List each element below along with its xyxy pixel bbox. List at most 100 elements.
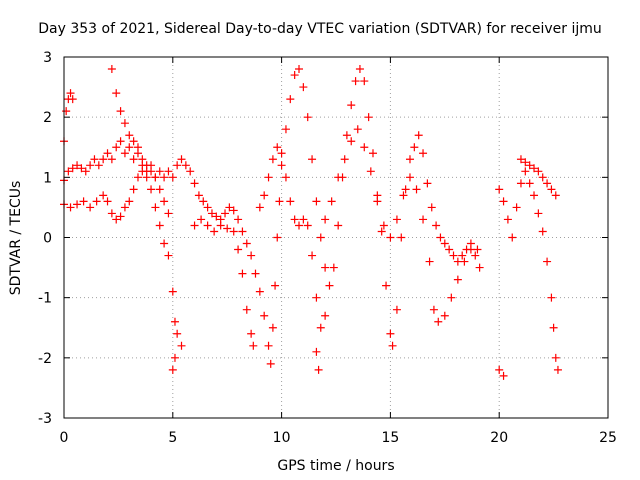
data-point xyxy=(423,179,432,188)
data-point xyxy=(120,203,129,212)
data-point xyxy=(460,257,469,266)
data-point xyxy=(190,221,199,230)
data-point xyxy=(168,365,177,374)
data-point xyxy=(203,203,212,212)
chart-title: Day 353 of 2021, Sidereal Day-to-day VTE… xyxy=(38,21,602,37)
data-point xyxy=(388,341,397,350)
data-point xyxy=(447,293,456,302)
data-point xyxy=(534,209,543,218)
data-point xyxy=(68,164,77,173)
data-point xyxy=(221,209,230,218)
data-point xyxy=(281,125,290,134)
data-point xyxy=(86,203,95,212)
data-point xyxy=(173,161,182,170)
data-point xyxy=(353,125,362,134)
data-point xyxy=(316,233,325,242)
data-point xyxy=(66,89,75,98)
data-point xyxy=(549,323,558,332)
data-point xyxy=(73,200,82,209)
data-point xyxy=(168,287,177,296)
y-tick-label: 3 xyxy=(43,50,52,66)
data-point xyxy=(512,203,521,212)
data-point xyxy=(247,329,256,338)
data-point xyxy=(308,155,317,164)
data-point xyxy=(286,197,295,206)
data-point xyxy=(138,155,147,164)
data-point xyxy=(225,203,234,212)
data-point xyxy=(129,185,138,194)
data-point xyxy=(264,173,273,182)
data-point xyxy=(271,281,280,290)
data-point xyxy=(277,149,286,158)
data-point xyxy=(112,143,121,152)
data-point xyxy=(64,167,73,176)
data-point xyxy=(445,245,454,254)
data-point xyxy=(160,197,169,206)
data-point xyxy=(340,155,349,164)
data-point xyxy=(234,215,243,224)
data-point xyxy=(247,251,256,260)
data-point xyxy=(168,173,177,182)
data-point xyxy=(90,155,99,164)
data-point xyxy=(73,161,82,170)
data-point xyxy=(133,173,142,182)
data-points xyxy=(60,65,562,380)
data-point xyxy=(382,281,391,290)
data-point xyxy=(264,341,273,350)
data-point xyxy=(255,287,264,296)
data-point xyxy=(419,215,428,224)
data-point xyxy=(112,89,121,98)
data-point xyxy=(177,155,186,164)
data-point xyxy=(321,263,330,272)
data-point xyxy=(99,155,108,164)
data-point xyxy=(458,251,467,260)
data-point xyxy=(543,257,552,266)
data-point xyxy=(547,293,556,302)
data-point xyxy=(273,143,282,152)
data-point xyxy=(164,209,173,218)
data-point xyxy=(312,197,321,206)
data-point xyxy=(290,71,299,80)
data-point xyxy=(295,65,304,74)
data-point xyxy=(266,359,275,368)
data-point xyxy=(425,257,434,266)
y-tick-label: -1 xyxy=(38,291,52,307)
data-point xyxy=(286,95,295,104)
data-point xyxy=(377,227,386,236)
data-point xyxy=(138,167,147,176)
data-point xyxy=(495,185,504,194)
data-point xyxy=(473,245,482,254)
data-point xyxy=(103,197,112,206)
data-point xyxy=(181,161,190,170)
data-point xyxy=(386,329,395,338)
data-point xyxy=(525,161,534,170)
data-point xyxy=(79,197,88,206)
data-point xyxy=(410,143,419,152)
data-point xyxy=(255,203,264,212)
data-point xyxy=(405,173,414,182)
data-point xyxy=(440,311,449,320)
data-point xyxy=(142,161,151,170)
data-point xyxy=(251,269,260,278)
data-point xyxy=(164,251,173,260)
tick-labels: 0 5 10 15 20 25 -3 -2 -1 0 1 2 3 xyxy=(38,50,617,446)
data-point xyxy=(368,149,377,158)
data-point xyxy=(530,164,539,173)
data-point xyxy=(364,113,373,122)
data-point xyxy=(321,215,330,224)
data-point xyxy=(62,107,71,116)
data-point xyxy=(277,161,286,170)
x-axis-label: GPS time / hours xyxy=(277,458,394,474)
data-point xyxy=(360,143,369,152)
data-point xyxy=(99,191,108,200)
x-tick-label: 10 xyxy=(273,430,291,446)
data-point xyxy=(434,317,443,326)
data-point xyxy=(419,149,428,158)
data-point xyxy=(397,233,406,242)
data-point xyxy=(216,221,225,230)
data-point xyxy=(547,185,556,194)
data-point xyxy=(303,113,312,122)
grid-lines xyxy=(64,57,608,418)
y-tick-label: 2 xyxy=(43,110,52,126)
